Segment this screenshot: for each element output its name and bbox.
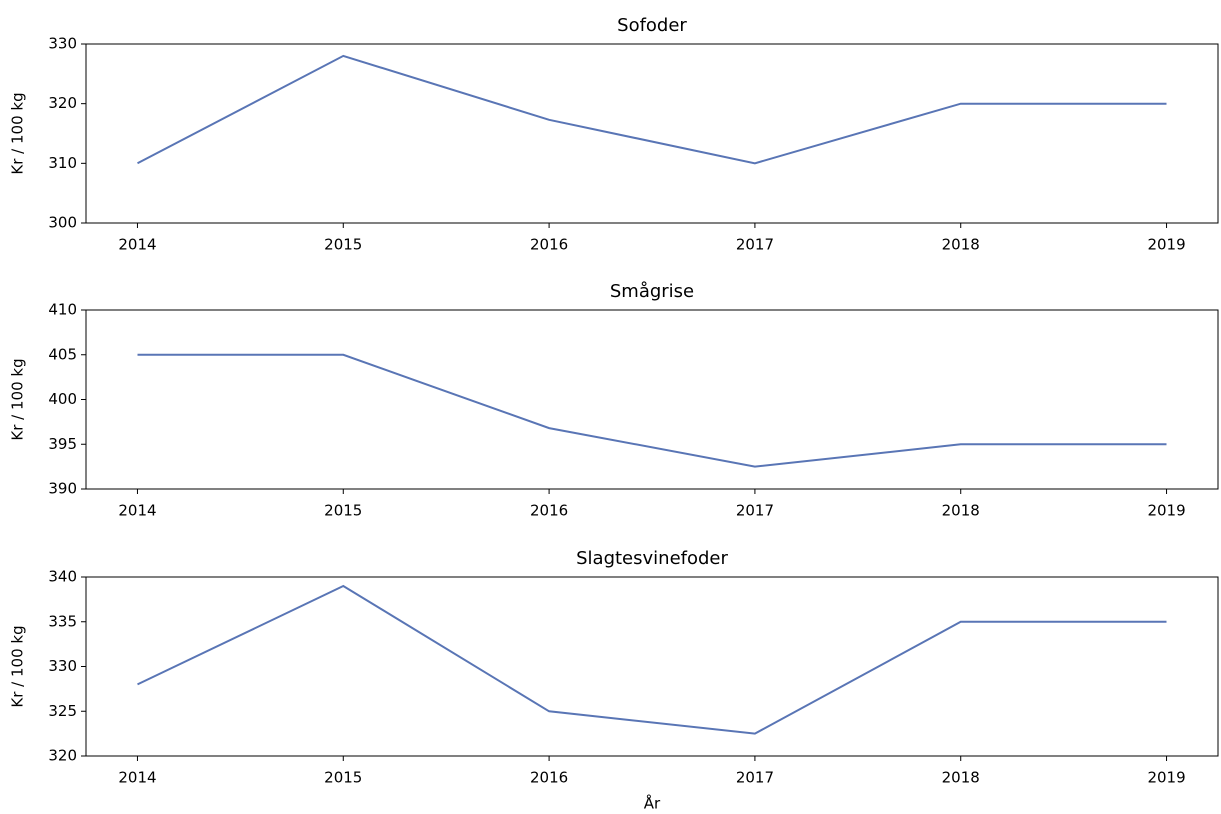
x-tick-label: 2014 xyxy=(118,769,156,787)
y-tick-label: 310 xyxy=(48,154,77,172)
x-tick-label: 2018 xyxy=(942,769,980,787)
x-tick-label: 2015 xyxy=(324,769,362,787)
x-tick-label: 2017 xyxy=(736,769,774,787)
x-tick-label: 2016 xyxy=(530,502,568,520)
y-axis-label: Kr / 100 kg xyxy=(9,625,27,707)
x-axis-label: År xyxy=(644,794,661,813)
y-tick-label: 320 xyxy=(48,747,77,765)
y-tick-label: 400 xyxy=(48,390,77,408)
x-tick-label: 2015 xyxy=(324,502,362,520)
x-tick-label: 2014 xyxy=(118,236,156,254)
x-tick-label: 2016 xyxy=(530,236,568,254)
data-line xyxy=(137,353,1167,468)
x-tick-label: 2017 xyxy=(736,502,774,520)
y-tick-label: 300 xyxy=(48,214,77,232)
axes-frame xyxy=(85,576,1219,757)
data-line xyxy=(137,54,1167,165)
y-tick-label: 320 xyxy=(48,94,77,112)
y-tick-label: 405 xyxy=(48,345,77,363)
y-axis-label: Kr / 100 kg xyxy=(9,92,27,174)
x-tick-label: 2014 xyxy=(118,502,156,520)
y-tick-label: 335 xyxy=(48,612,77,630)
x-tick-label: 2019 xyxy=(1147,502,1185,520)
y-tick-label: 390 xyxy=(48,480,77,498)
y-tick-label: 330 xyxy=(48,35,77,53)
x-tick-label: 2019 xyxy=(1147,236,1185,254)
subplot-title: Sofoder xyxy=(617,15,687,36)
y-axis-label: Kr / 100 kg xyxy=(9,358,27,440)
x-tick-label: 2018 xyxy=(942,236,980,254)
y-tick-label: 330 xyxy=(48,657,77,675)
subplot-title: Smågrise xyxy=(610,281,694,302)
x-tick-label: 2015 xyxy=(324,236,362,254)
y-tick-label: 340 xyxy=(48,568,77,586)
x-tick-label: 2017 xyxy=(736,236,774,254)
axes-frame xyxy=(85,309,1219,490)
y-tick-label: 395 xyxy=(48,435,77,453)
x-tick-label: 2016 xyxy=(530,769,568,787)
x-tick-label: 2018 xyxy=(942,502,980,520)
y-tick-label: 410 xyxy=(48,301,77,319)
subplot-title: Slagtesvinefoder xyxy=(576,548,728,569)
x-tick-label: 2019 xyxy=(1147,769,1185,787)
y-tick-label: 325 xyxy=(48,702,77,720)
axes-frame xyxy=(85,43,1219,224)
data-line xyxy=(137,584,1167,735)
